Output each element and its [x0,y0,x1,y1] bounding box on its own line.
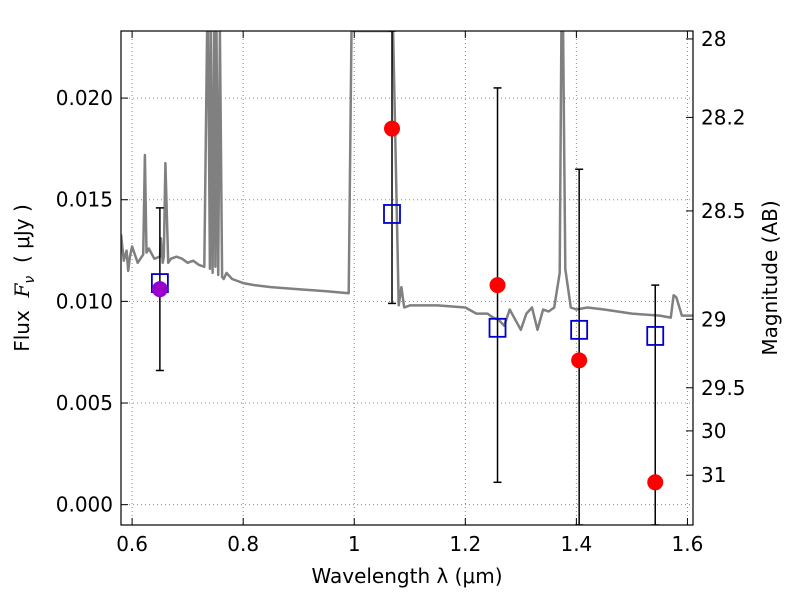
model-band-marker-3 [570,319,589,340]
y-tick-label-2: 0.010 [56,289,113,313]
model-spectrum-line [121,31,693,332]
y-tick-label-3: 0.015 [56,188,113,212]
markers [150,120,665,491]
mag-tick-label-4: 29.5 [701,376,746,400]
plot-frame [120,30,694,526]
model-band-marker-2 [488,317,507,338]
plot-area [121,31,693,525]
x-tick-label-3: 1.2 [449,532,481,556]
y-tick-label-0: 0.000 [56,493,113,517]
grid [121,31,693,525]
y-axis-label: Flux Fν ( μJy ) [10,204,38,352]
observed-marker-0 [151,281,168,298]
model-band-marker-4 [646,326,665,346]
mag-tick-label-2: 28.5 [701,199,746,223]
model-band-marker-1 [383,204,401,224]
x-tick-label-1: 0.8 [227,532,259,556]
y-axis-label-unit: ( μJy ) [10,204,34,276]
x-tick-label-2: 1 [348,532,361,556]
observed-marker-4 [647,474,664,491]
observed-marker-1 [384,120,401,137]
mag-tick-label-1: 28.2 [701,105,746,129]
mag-tick-label-5: 30 [701,419,726,443]
x-tick-label-4: 1.4 [560,532,592,556]
y-axis-label-variable: F [10,282,34,298]
observed-marker-3 [571,352,588,369]
mag-tick-label-0: 28 [701,27,726,51]
x-tick-label-0: 0.6 [116,532,148,556]
x-axis-label: Wavelength λ (μm) [311,564,502,588]
ticks: 0.6 0.8 1 1.2 1.4 1.6 0.000 0.005 0.010 0.015 0.02… [56,27,746,556]
y-tick-label-1: 0.005 [56,391,113,415]
observed-marker-2 [489,277,506,294]
y-axis-label-subscript: ν [22,276,38,284]
mag-tick-label-3: 29 [701,307,726,331]
x-tick-label-5: 1.6 [672,532,704,556]
mag-tick-label-6: 31 [701,463,726,487]
y-axis-label-prefix: Flux [10,297,34,351]
y-tick-label-4: 0.020 [56,86,113,110]
y2-axis-label: Magnitude (AB) [758,200,782,355]
